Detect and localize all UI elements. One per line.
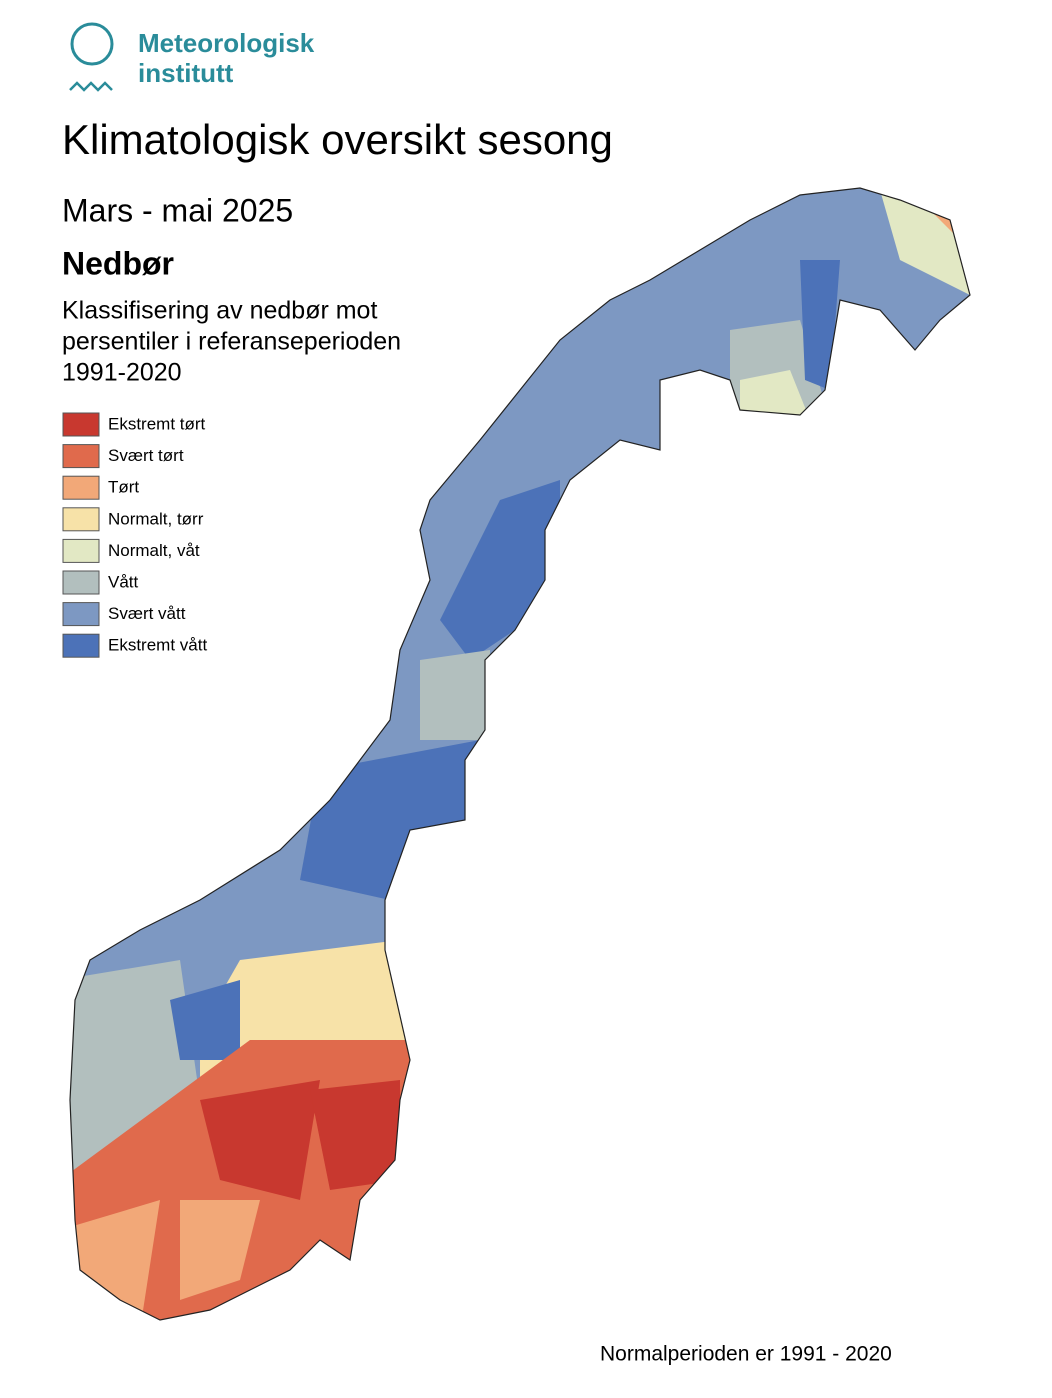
map-region xyxy=(740,370,810,420)
legend-swatch xyxy=(62,412,100,437)
logo-circle xyxy=(70,22,114,66)
variable: Nedbør xyxy=(62,245,174,281)
legend-label: Tørt xyxy=(108,478,139,497)
map-region xyxy=(180,1200,260,1300)
map-region xyxy=(800,260,840,390)
map-region xyxy=(420,650,490,740)
legend-swatch xyxy=(62,633,100,658)
description: Klassifisering av nedbør mot xyxy=(62,297,377,325)
legend-swatch xyxy=(62,507,100,532)
map-region xyxy=(170,980,240,1060)
legend-label: Ekstremt vått xyxy=(108,636,207,655)
logo-wave xyxy=(69,81,113,92)
legend-label: Normalt, tørr xyxy=(108,509,204,528)
legend-swatch xyxy=(62,538,100,563)
legend: Ekstremt tørt Svært tørt Tørt Normalt, tørr… xyxy=(62,412,207,658)
legend-label: Vått xyxy=(108,572,139,591)
map-region xyxy=(200,1080,320,1200)
legend-swatch xyxy=(62,475,100,500)
legend-swatch xyxy=(62,602,100,627)
description: 1991-2020 xyxy=(62,359,182,387)
legend-label: Svært vått xyxy=(108,604,186,623)
period: Mars - mai 2025 xyxy=(62,192,293,228)
map-region xyxy=(310,1080,400,1190)
title: Klimatologisk oversikt sesong xyxy=(62,116,613,163)
legend-label: Normalt, våt xyxy=(108,541,200,560)
legend-label: Ekstremt tørt xyxy=(108,414,206,433)
description: persentiler i referanseperioden xyxy=(62,328,401,356)
footer: Normalperioden er 1991 - 2020 xyxy=(600,1343,892,1366)
logo-text: Meteorologisk xyxy=(138,28,315,58)
legend-label: Svært tørt xyxy=(108,446,184,465)
legend-swatch xyxy=(62,570,100,595)
legend-swatch xyxy=(62,444,100,469)
logo-text: institutt xyxy=(138,58,234,88)
map-region xyxy=(300,740,480,900)
